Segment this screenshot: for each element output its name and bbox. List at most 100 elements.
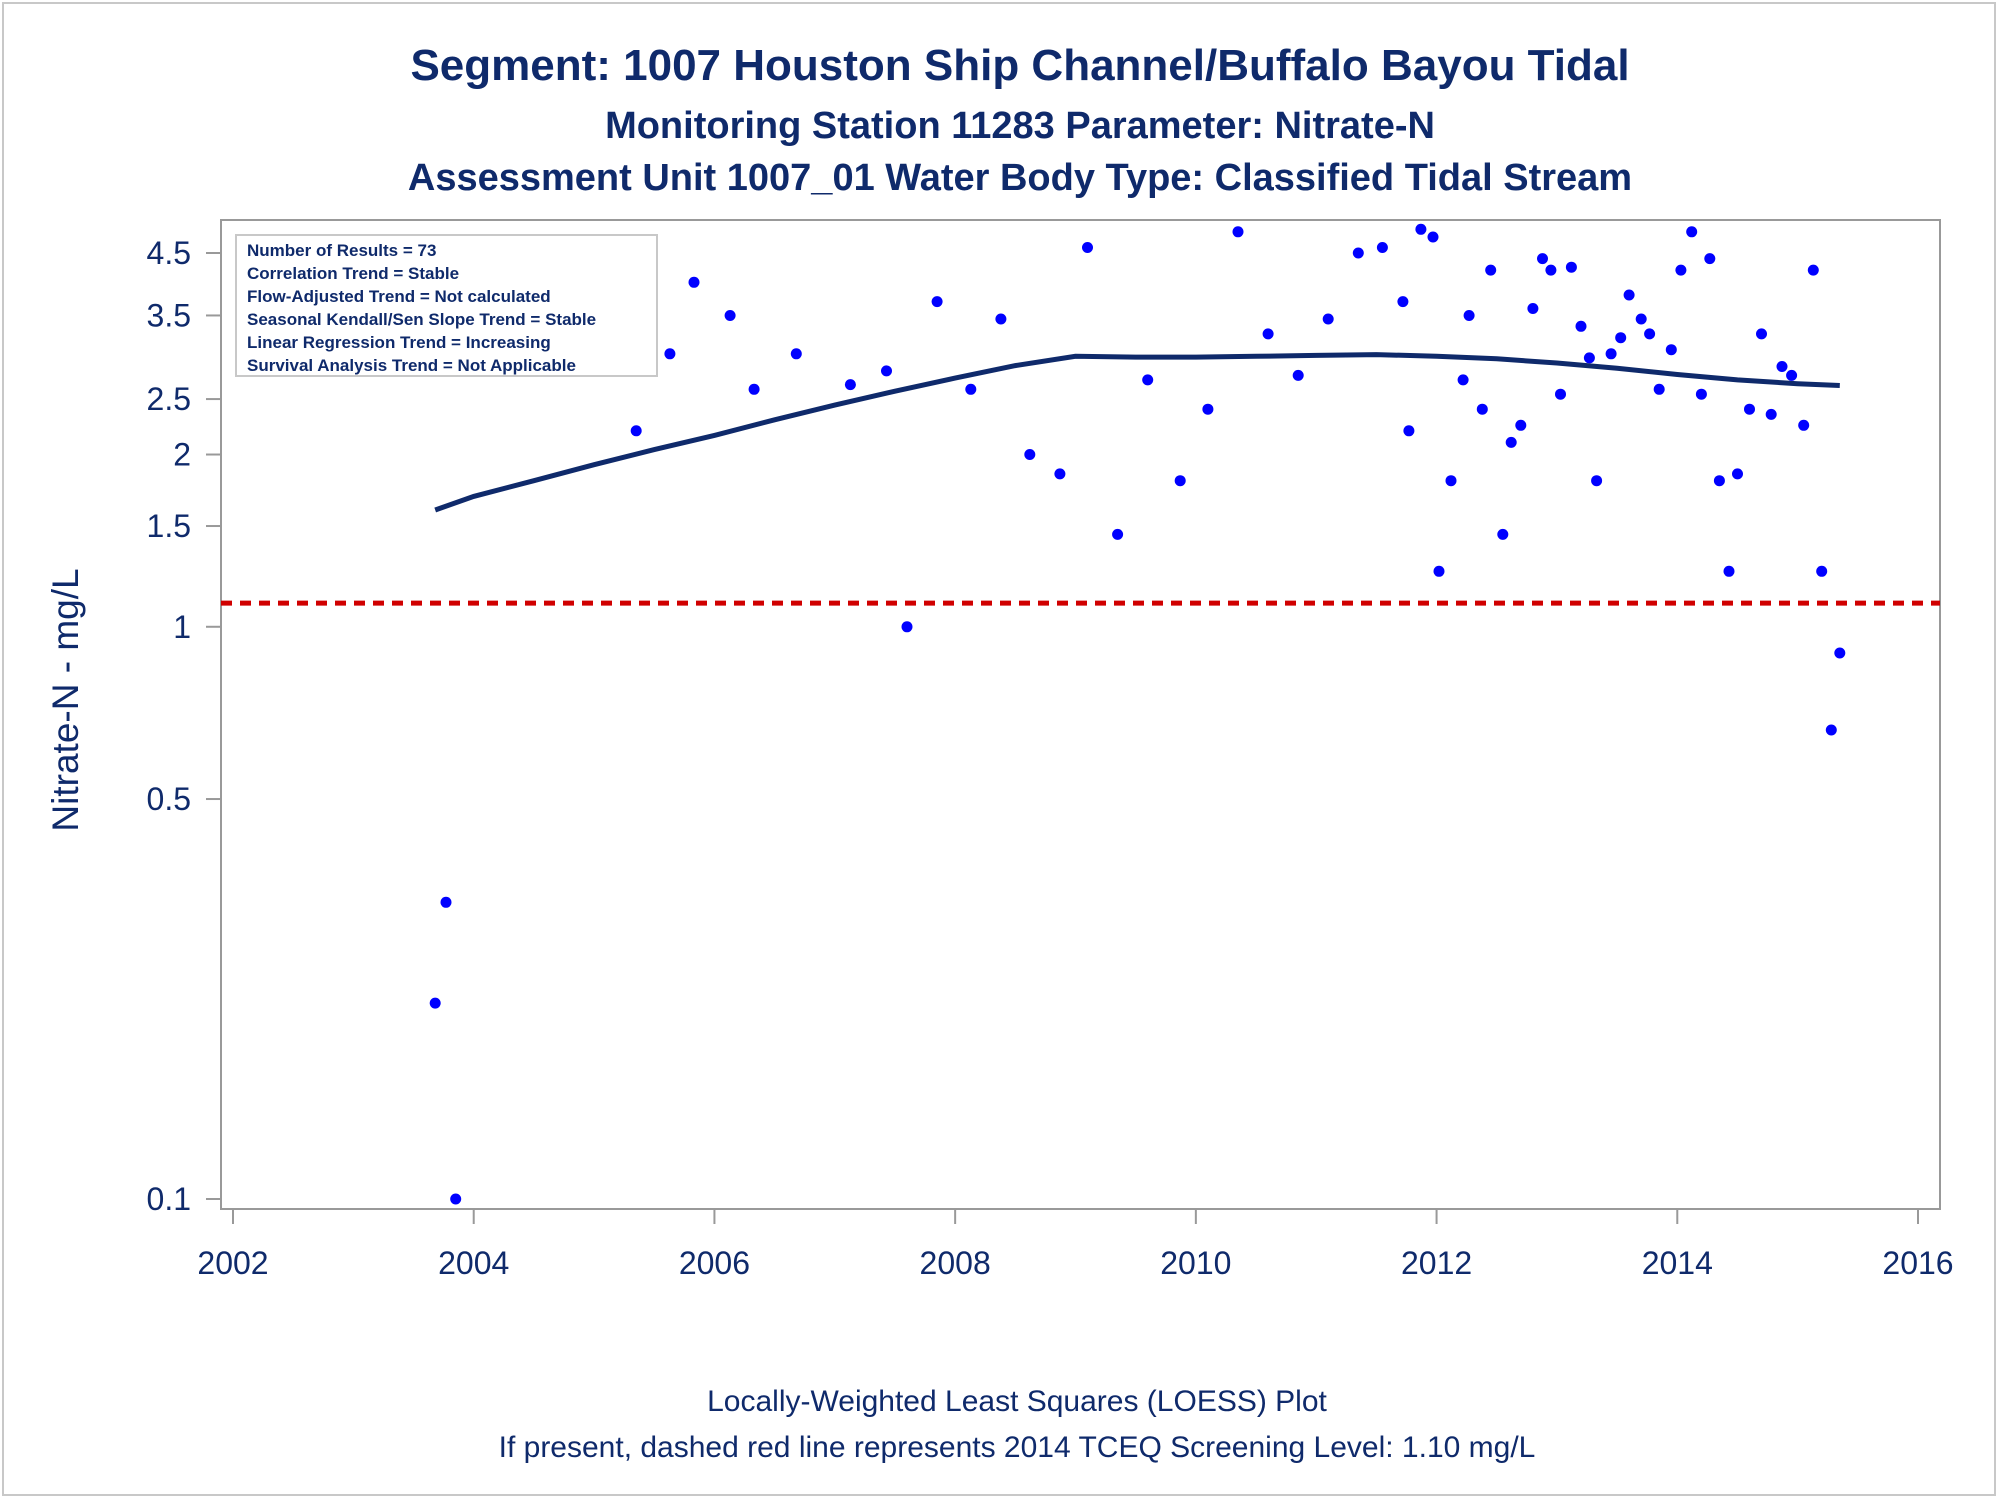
data-point (1723, 565, 1735, 577)
data-point (1262, 328, 1274, 340)
data-point (1765, 408, 1777, 420)
chart-title: Segment: 1007 Houston Ship Channel/Buffa… (410, 41, 1629, 90)
data-point (1054, 468, 1066, 480)
data-point (995, 313, 1007, 325)
data-point (790, 348, 802, 360)
data-point (1591, 475, 1603, 487)
data-point (1653, 383, 1665, 395)
data-point (1816, 565, 1828, 577)
legend-line-results: Number of Results = 73 (247, 241, 436, 260)
data-point (1112, 528, 1124, 540)
y-tick-label: 3.5 (147, 297, 191, 333)
data-point (1427, 231, 1439, 243)
y-tick-label: 1 (173, 609, 191, 645)
data-point (881, 365, 892, 377)
data-point (1457, 374, 1469, 386)
data-point (1807, 264, 1819, 276)
chart-subtitle-2: Assessment Unit 1007_01 Water Body Type:… (408, 157, 1632, 199)
data-point (1292, 369, 1304, 381)
data-point (1565, 261, 1577, 273)
data-point (1575, 320, 1587, 332)
x-tick-label: 2010 (1160, 1245, 1231, 1281)
data-point (1352, 247, 1364, 259)
data-point (931, 296, 943, 308)
data-points (429, 223, 1846, 1205)
data-point (1675, 264, 1687, 276)
data-point (1744, 403, 1755, 415)
x-tick-label: 2002 (197, 1245, 268, 1281)
data-point (1776, 361, 1788, 372)
data-point (1476, 403, 1488, 415)
data-point (1497, 528, 1509, 540)
x-tick-label: 2006 (679, 1245, 750, 1281)
data-point (1695, 388, 1707, 400)
data-point (1605, 348, 1617, 360)
data-point (1202, 403, 1214, 415)
legend-line-linear-regression: Linear Regression Trend = Increasing (247, 333, 551, 352)
data-point (1445, 475, 1457, 487)
data-point (1537, 253, 1548, 265)
y-tick-label: 2.5 (147, 381, 191, 417)
data-point (901, 621, 913, 633)
legend-line-survival: Survival Analysis Trend = Not Applicable (247, 356, 576, 375)
data-point (1142, 374, 1154, 386)
data-point (1433, 565, 1445, 577)
data-point (1623, 289, 1635, 301)
data-point (1732, 468, 1743, 480)
data-point (1615, 332, 1627, 344)
data-point (748, 383, 760, 395)
legend-box-border (235, 234, 658, 377)
data-point (1756, 328, 1767, 340)
data-point (1545, 264, 1557, 276)
data-point (1376, 242, 1388, 253)
x-tick-label: 2016 (1882, 1245, 1953, 1281)
data-point (1463, 310, 1475, 321)
footnote-loess: Locally-Weighted Least Squares (LOESS) P… (707, 1385, 1327, 1418)
data-point (1834, 647, 1846, 659)
y-tick-label: 4.5 (147, 235, 191, 271)
data-point (1686, 226, 1698, 238)
data-point (844, 379, 856, 391)
data-point (1635, 313, 1647, 325)
y-tick-label: 1.5 (147, 508, 191, 544)
loess-curve (434, 352, 1840, 513)
data-point (1082, 242, 1093, 253)
data-point (1665, 344, 1677, 356)
legend-line-correlation: Correlation Trend = Stable (247, 264, 459, 283)
data-point (1322, 313, 1334, 325)
data-point (1403, 425, 1415, 437)
y-tick-label: 0.5 (147, 781, 191, 817)
data-point (1415, 223, 1427, 235)
data-point (724, 310, 736, 321)
data-point (1397, 296, 1409, 308)
data-point (1505, 436, 1517, 448)
y-tick-label: 0.1 (147, 1181, 191, 1217)
data-point (1527, 303, 1539, 314)
data-point (1583, 352, 1595, 364)
data-point (688, 276, 700, 288)
footnote-screening: If present, dashed red line represents 2… (499, 1431, 1536, 1464)
x-tick-label: 2012 (1401, 1245, 1472, 1281)
y-tick-label: 2 (173, 437, 191, 473)
data-point (1644, 328, 1656, 340)
data-point (450, 1193, 462, 1205)
x-axis: 2002 2004 2006 2008 2010 2012 2014 2016 (197, 1209, 1954, 1281)
data-point (1704, 253, 1716, 265)
data-point (1713, 475, 1725, 487)
data-point (1798, 419, 1810, 431)
x-tick-label: 2004 (438, 1245, 509, 1281)
legend-line-seasonal-kendall: Seasonal Kendall/Sen Slope Trend = Stabl… (247, 310, 596, 329)
chart-subtitle: Monitoring Station 11283 Parameter: Nitr… (605, 105, 1435, 147)
x-tick-label: 2014 (1642, 1245, 1713, 1281)
data-point (1555, 388, 1566, 400)
data-point (1174, 475, 1186, 487)
data-point (440, 896, 452, 908)
data-point (1786, 369, 1798, 381)
plot-area (220, 219, 1941, 1210)
data-point (1515, 419, 1527, 431)
data-point (664, 348, 676, 360)
data-point (630, 425, 642, 437)
data-point (429, 997, 441, 1009)
